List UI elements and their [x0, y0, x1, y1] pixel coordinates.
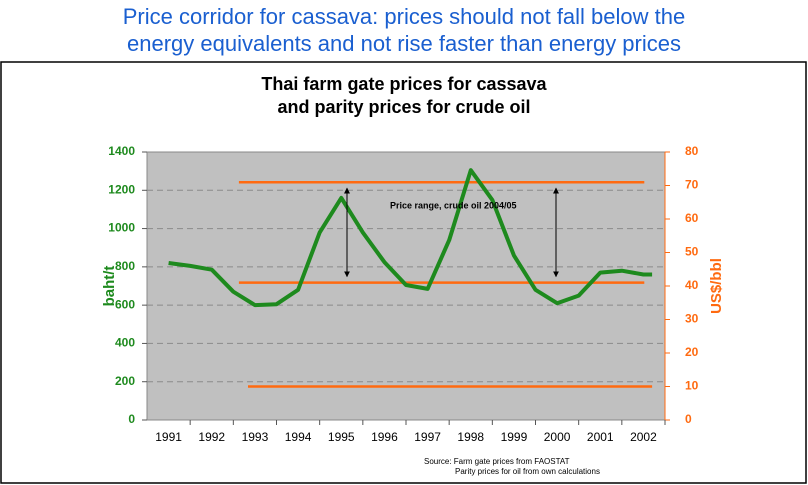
series-line: [168, 168, 653, 308]
y2-axis-label: US$/bbl: [708, 258, 725, 314]
x-tick-label: 2002: [630, 430, 657, 444]
x-tick-label: 2000: [544, 430, 571, 444]
x-tick-label: 1999: [501, 430, 528, 444]
chart-title: and parity prices for crude oil: [277, 97, 530, 117]
y2-tick-label: 10: [685, 379, 699, 393]
frame: [0, 61, 807, 484]
y2-tick-label: 20: [685, 345, 699, 359]
y-tick-label: 600: [115, 297, 135, 311]
y2-tick-label: 80: [685, 144, 699, 158]
header-line: energy equivalents and not rise faster t…: [127, 31, 681, 56]
header-line: Price corridor for cassava: prices shoul…: [123, 4, 685, 29]
y-tick-label: 800: [115, 259, 135, 273]
x-tick-label: 1995: [328, 430, 355, 444]
plot-area: [146, 151, 666, 421]
source: Source: Farm gate prices from FAOSTAT: [424, 457, 570, 466]
y-axis-label: baht/t: [101, 266, 118, 307]
y2-tick-label: 0: [685, 412, 692, 426]
y2-tick-label: 40: [685, 278, 699, 292]
y2-tick-label: 60: [685, 211, 699, 225]
y-tick-label: 0: [128, 412, 135, 426]
y-tick-label: 1000: [108, 221, 135, 235]
x-tick-label: 1997: [414, 430, 441, 444]
chart-title: Thai farm gate prices for cassava: [261, 74, 547, 94]
y-tick-label: 1400: [108, 144, 135, 158]
y-tick-label: 200: [115, 374, 135, 388]
x-tick-label: 1996: [371, 430, 398, 444]
x-tick-label: 1998: [457, 430, 484, 444]
source: Parity prices for oil from own calculati…: [455, 467, 600, 476]
x-tick-label: 1991: [155, 430, 182, 444]
x-tick-label: 2001: [587, 430, 614, 444]
x-tick-label: 1994: [285, 430, 312, 444]
y2-tick-label: 30: [685, 312, 699, 326]
y-tick-label: 400: [115, 336, 135, 350]
annotation: Price range, crude oil 2004/05: [390, 200, 517, 210]
x-tick-label: 1993: [242, 430, 269, 444]
y2-tick-label: 50: [685, 245, 699, 259]
x-tick-label: 1992: [198, 430, 225, 444]
y2-tick-label: 70: [685, 178, 699, 192]
y-tick-label: 1200: [108, 182, 135, 196]
